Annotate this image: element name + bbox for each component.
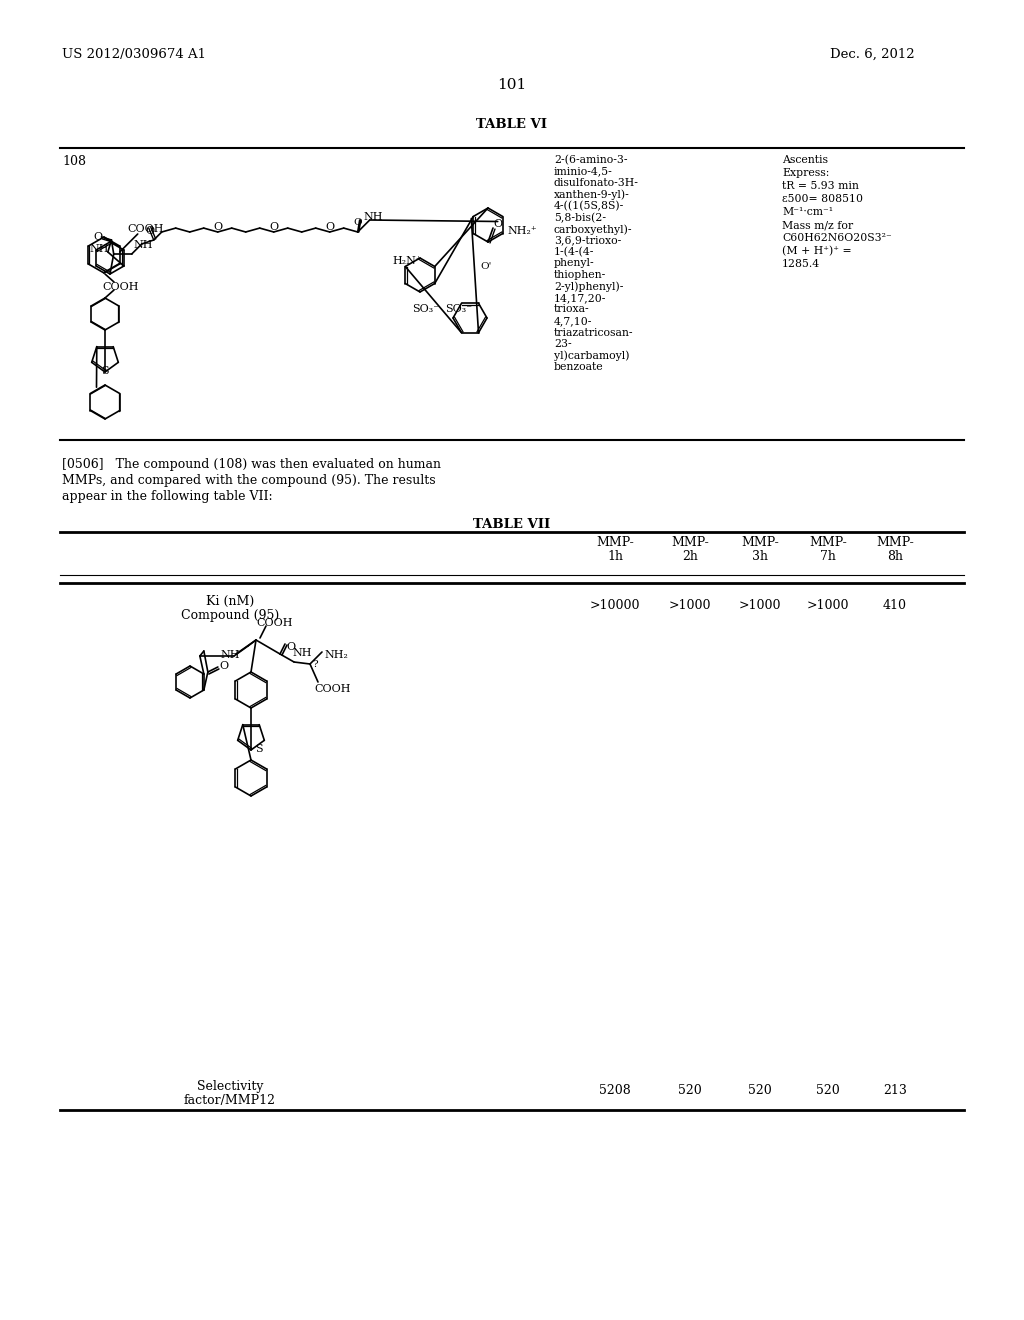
- Text: 1285.4: 1285.4: [782, 259, 820, 269]
- Text: yl)carbamoyl): yl)carbamoyl): [554, 351, 630, 362]
- Text: O': O': [480, 261, 492, 271]
- Text: iminio-4,5-: iminio-4,5-: [554, 166, 612, 177]
- Text: MMPs, and compared with the compound (95). The results: MMPs, and compared with the compound (95…: [62, 474, 435, 487]
- Text: Mass m/z for: Mass m/z for: [782, 220, 853, 230]
- Text: Ascentis: Ascentis: [782, 154, 828, 165]
- Text: 2-yl)phenyl)-: 2-yl)phenyl)-: [554, 281, 624, 292]
- Text: O: O: [93, 232, 102, 242]
- Text: 108: 108: [62, 154, 86, 168]
- Text: ε500= 808510: ε500= 808510: [782, 194, 863, 205]
- Text: MMP-: MMP-: [671, 536, 709, 549]
- Text: 4-((1(5S,8S)-: 4-((1(5S,8S)-: [554, 201, 625, 211]
- Text: C60H62N6O20S3²⁻: C60H62N6O20S3²⁻: [782, 234, 892, 243]
- Text: carboxyethyl)-: carboxyethyl)-: [554, 224, 633, 235]
- Text: triazatricosan-: triazatricosan-: [554, 327, 634, 338]
- Text: O: O: [493, 219, 502, 228]
- Text: NH₂⁺: NH₂⁺: [508, 226, 538, 235]
- Text: US 2012/0309674 A1: US 2012/0309674 A1: [62, 48, 206, 61]
- Text: >1000: >1000: [807, 599, 849, 612]
- Text: benzoate: benzoate: [554, 362, 603, 372]
- Text: >1000: >1000: [738, 599, 781, 612]
- Text: 2-(6-amino-3-: 2-(6-amino-3-: [554, 154, 628, 165]
- Text: SO₃⁻: SO₃⁻: [412, 304, 439, 314]
- Text: 101: 101: [498, 78, 526, 92]
- Text: disulfonato-3H-: disulfonato-3H-: [554, 178, 639, 187]
- Text: phenyl-: phenyl-: [554, 259, 595, 268]
- Text: Express:: Express:: [782, 168, 829, 178]
- Text: trioxa-: trioxa-: [554, 305, 590, 314]
- Text: 5,8-bis(2-: 5,8-bis(2-: [554, 213, 606, 223]
- Text: 1-(4-(4-: 1-(4-(4-: [554, 247, 594, 257]
- Text: MMP-: MMP-: [809, 536, 847, 549]
- Text: NH₂: NH₂: [324, 649, 348, 660]
- Text: 8h: 8h: [887, 550, 903, 564]
- Text: (M + H⁺)⁺ =: (M + H⁺)⁺ =: [782, 246, 852, 256]
- Text: NH: NH: [292, 648, 311, 657]
- Text: 4,7,10-: 4,7,10-: [554, 315, 592, 326]
- Text: NH: NH: [364, 213, 383, 222]
- Text: M⁻¹·cm⁻¹: M⁻¹·cm⁻¹: [782, 207, 834, 216]
- Text: 520: 520: [678, 1084, 701, 1097]
- Text: NH: NH: [220, 649, 240, 660]
- Text: xanthen-9-yl)-: xanthen-9-yl)-: [554, 190, 630, 201]
- Text: NH: NH: [90, 244, 110, 253]
- Text: factor/MMP12: factor/MMP12: [184, 1094, 276, 1107]
- Text: O: O: [353, 218, 362, 227]
- Text: S: S: [255, 744, 262, 754]
- Text: tR = 5.93 min: tR = 5.93 min: [782, 181, 859, 191]
- Text: COOH: COOH: [256, 618, 293, 628]
- Text: appear in the following table VII:: appear in the following table VII:: [62, 490, 272, 503]
- Text: 520: 520: [749, 1084, 772, 1097]
- Text: COOH: COOH: [128, 224, 164, 234]
- Text: 213: 213: [883, 1084, 907, 1097]
- Text: 520: 520: [816, 1084, 840, 1097]
- Text: ?: ?: [312, 660, 317, 669]
- Text: TABLE VI: TABLE VI: [476, 117, 548, 131]
- Text: H₂N⁺: H₂N⁺: [392, 256, 422, 267]
- Text: O: O: [286, 642, 295, 652]
- Text: 3,6,9-trioxo-: 3,6,9-trioxo-: [554, 235, 622, 246]
- Text: Compound (95): Compound (95): [181, 609, 280, 622]
- Text: S: S: [101, 366, 109, 376]
- Text: 7h: 7h: [820, 550, 836, 564]
- Text: O: O: [220, 661, 229, 671]
- Text: 14,17,20-: 14,17,20-: [554, 293, 606, 304]
- Text: O: O: [214, 222, 223, 232]
- Text: COOH: COOH: [314, 684, 350, 694]
- Text: MMP-: MMP-: [741, 536, 779, 549]
- Text: 5208: 5208: [599, 1084, 631, 1097]
- Text: [0506]   The compound (108) was then evaluated on human: [0506] The compound (108) was then evalu…: [62, 458, 441, 471]
- Text: O: O: [145, 226, 155, 236]
- Text: Dec. 6, 2012: Dec. 6, 2012: [830, 48, 914, 61]
- Text: 23-: 23-: [554, 339, 571, 348]
- Text: Selectivity: Selectivity: [197, 1080, 263, 1093]
- Text: COOH: COOH: [102, 282, 138, 292]
- Text: Ki (nM): Ki (nM): [206, 595, 254, 609]
- Text: O: O: [326, 222, 335, 232]
- Text: MMP-: MMP-: [877, 536, 913, 549]
- Text: O: O: [269, 222, 279, 232]
- Text: >10000: >10000: [590, 599, 640, 612]
- Text: 410: 410: [883, 599, 907, 612]
- Text: SO₃⁻: SO₃⁻: [445, 304, 472, 314]
- Text: 3h: 3h: [752, 550, 768, 564]
- Text: >1000: >1000: [669, 599, 712, 612]
- Text: thiophen-: thiophen-: [554, 271, 606, 280]
- Text: 2h: 2h: [682, 550, 698, 564]
- Text: NH: NH: [134, 240, 154, 249]
- Text: TABLE VII: TABLE VII: [473, 517, 551, 531]
- Text: 1h: 1h: [607, 550, 623, 564]
- Text: MMP-: MMP-: [596, 536, 634, 549]
